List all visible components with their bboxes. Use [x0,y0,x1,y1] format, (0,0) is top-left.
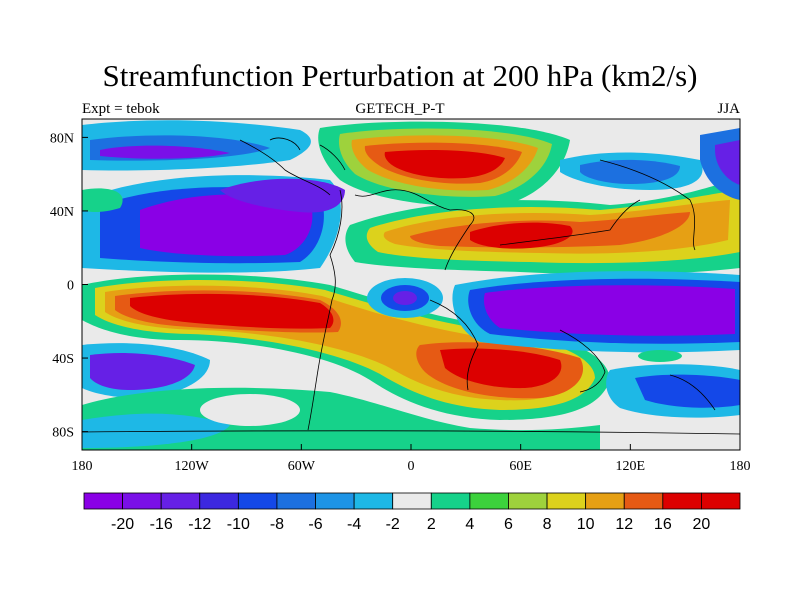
y-tick-label: 80N [50,131,74,146]
colorbar-swatch [546,492,587,510]
colorbar-swatch [430,492,471,510]
x-tick-label: 120E [616,459,646,474]
colorbar-swatch [623,492,664,510]
colorbar-label: -2 [386,516,400,533]
asia-high-core [470,222,573,249]
model-label: GETECH_P-T [355,101,445,117]
season-label: JJA [717,101,740,117]
colorbar-swatch [122,492,162,510]
nw-green [82,188,123,212]
x-tick-label: 180 [730,459,751,474]
x-tick-label: 60W [288,459,316,474]
contour-field [82,119,740,450]
colorbar-swatch [353,492,394,510]
colorbar-swatch [199,492,239,510]
colorbar-swatch [276,492,316,510]
europe-high-core [384,150,505,179]
coastlines [82,137,740,435]
sp-high-core [130,293,334,329]
colorbar-swatch [160,492,201,510]
colorbar-label: 4 [465,516,474,533]
y-axis: 80N 40N 0 40S 80S [50,131,88,441]
colorbar-label: 8 [543,516,552,533]
y-tick-label: 40N [50,205,74,220]
colorbar-label: -12 [188,516,211,533]
x-tick-label: 0 [408,459,415,474]
east-pac-north-core [715,140,740,185]
colorbar-swatch [392,492,432,510]
colorbar: -20 -16 -12 -10 -8 -6 -4 -2 2 4 6 8 10 12 16 20 [83,492,741,533]
x-axis: 180 120W 60W 0 60E 120E 180 [72,444,751,474]
colorbar-swatch [701,492,741,510]
y-tick-label: 80S [52,426,74,441]
colorbar-swatch [508,492,548,510]
colorbar-swatch [469,492,509,510]
colorbar-swatch [585,492,625,510]
se-pac-blue-core [635,374,740,408]
ne-asia-low-core [580,159,680,184]
north-band-inner [100,145,230,159]
colorbar-label: 20 [693,516,711,533]
colorbar-label: -10 [227,516,250,533]
southern-white-pocket [200,394,300,426]
colorbar-label: -4 [347,516,361,533]
x-tick-label: 60E [509,459,532,474]
se-pac-green [638,350,682,362]
colorbar-label: 2 [427,516,436,533]
colorbar-swatch [237,492,278,510]
colorbar-label: 12 [615,516,633,533]
na-low-core [140,194,313,257]
x-tick-label: 120W [175,459,210,474]
colorbar-label: -6 [308,516,322,533]
experiment-label: Expt = tebok [82,101,160,117]
sw-pac-low-core [90,353,195,390]
colorbar-label: -16 [150,516,173,533]
pacific-low-core [483,285,735,336]
y-tick-label: 40S [52,352,74,367]
colorbar-swatch [315,492,355,510]
colorbar-swatch [662,492,702,510]
x-tick-label: 180 [72,459,93,474]
colorbar-label: -8 [270,516,284,533]
colorbar-label: 16 [654,516,672,533]
chart-title: Streamfunction Perturbation at 200 hPa (… [102,58,698,93]
south-indian-core [440,348,562,389]
na-low-west [220,178,345,213]
colorbar-label: -20 [111,516,134,533]
colorbar-label: 6 [504,516,513,533]
colorbar-label: 10 [577,516,595,533]
eq-atlantic-low-core [393,291,417,305]
southern-cyan [82,413,230,448]
y-tick-label: 0 [67,279,74,294]
colorbar-swatch [83,492,123,510]
